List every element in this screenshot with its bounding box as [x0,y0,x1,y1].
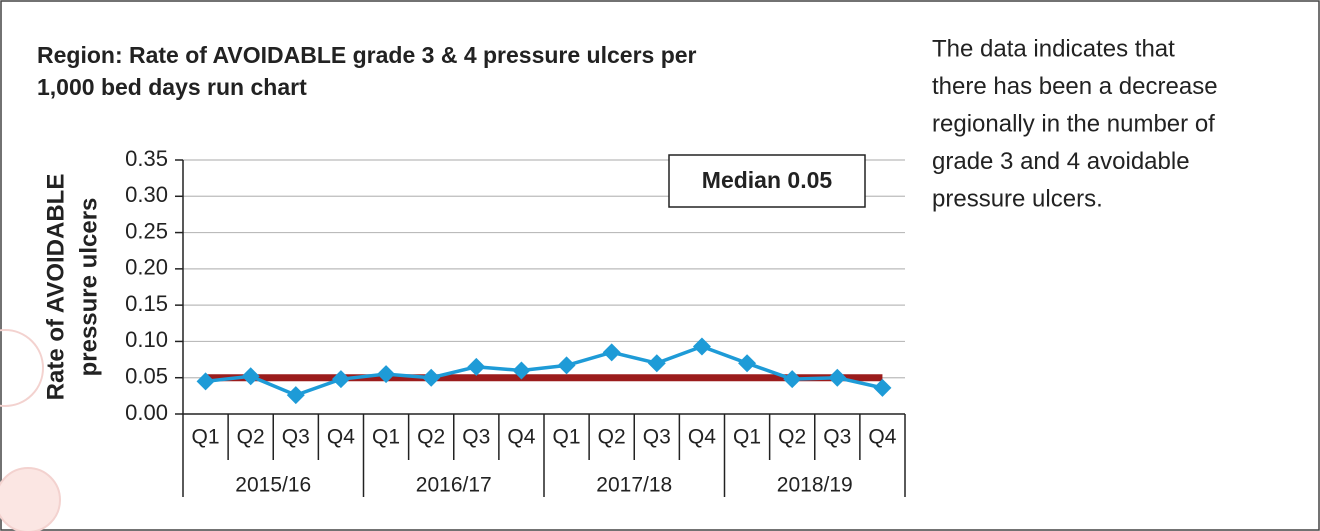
y-tick-label: 0.20 [125,255,168,280]
group-label: 2016/17 [416,474,492,497]
y-tick-label: 0.05 [125,364,168,389]
y-tick-label: 0.25 [125,218,168,243]
deco-circle [0,468,60,531]
group-label: 2018/19 [777,474,853,497]
y-tick-label: 0.15 [125,291,168,316]
chart-title: 1,000 bed days run chart [37,74,307,100]
note-text: regionally in the number of [932,110,1215,137]
y-tick-label: 0.30 [125,182,168,207]
y-tick-label: 0.00 [125,400,168,425]
x-tick-label: Q4 [507,426,535,449]
note-text: pressure ulcers. [932,185,1103,212]
note-text: grade 3 and 4 avoidable [932,148,1190,175]
x-tick-label: Q3 [282,426,310,449]
y-tick-label: 0.35 [125,146,168,171]
x-tick-label: Q2 [417,426,445,449]
group-label: 2015/16 [235,474,311,497]
x-tick-label: Q3 [823,426,851,449]
y-tick-label: 0.10 [125,327,168,352]
x-tick-label: Q4 [327,426,355,449]
x-tick-label: Q3 [462,426,490,449]
page: Region: Rate of AVOIDABLE grade 3 & 4 pr… [0,0,1320,531]
x-tick-label: Q2 [598,426,626,449]
x-tick-label: Q1 [192,426,220,449]
y-axis-label: pressure ulcers [75,198,102,377]
x-tick-label: Q4 [688,426,716,449]
x-tick-label: Q1 [553,426,581,449]
x-tick-label: Q2 [237,426,265,449]
x-tick-label: Q1 [733,426,761,449]
x-tick-label: Q3 [643,426,671,449]
x-tick-label: Q4 [868,426,896,449]
note-text: The data indicates that [932,35,1175,62]
x-tick-label: Q1 [372,426,400,449]
chart-title: Region: Rate of AVOIDABLE grade 3 & 4 pr… [37,42,697,68]
group-label: 2017/18 [596,474,672,497]
note-text: there has been a decrease [932,73,1218,100]
x-tick-label: Q2 [778,426,806,449]
annotation: Median 0.05 [702,167,833,193]
y-axis-label: Rate of AVOIDABLE [42,174,69,401]
